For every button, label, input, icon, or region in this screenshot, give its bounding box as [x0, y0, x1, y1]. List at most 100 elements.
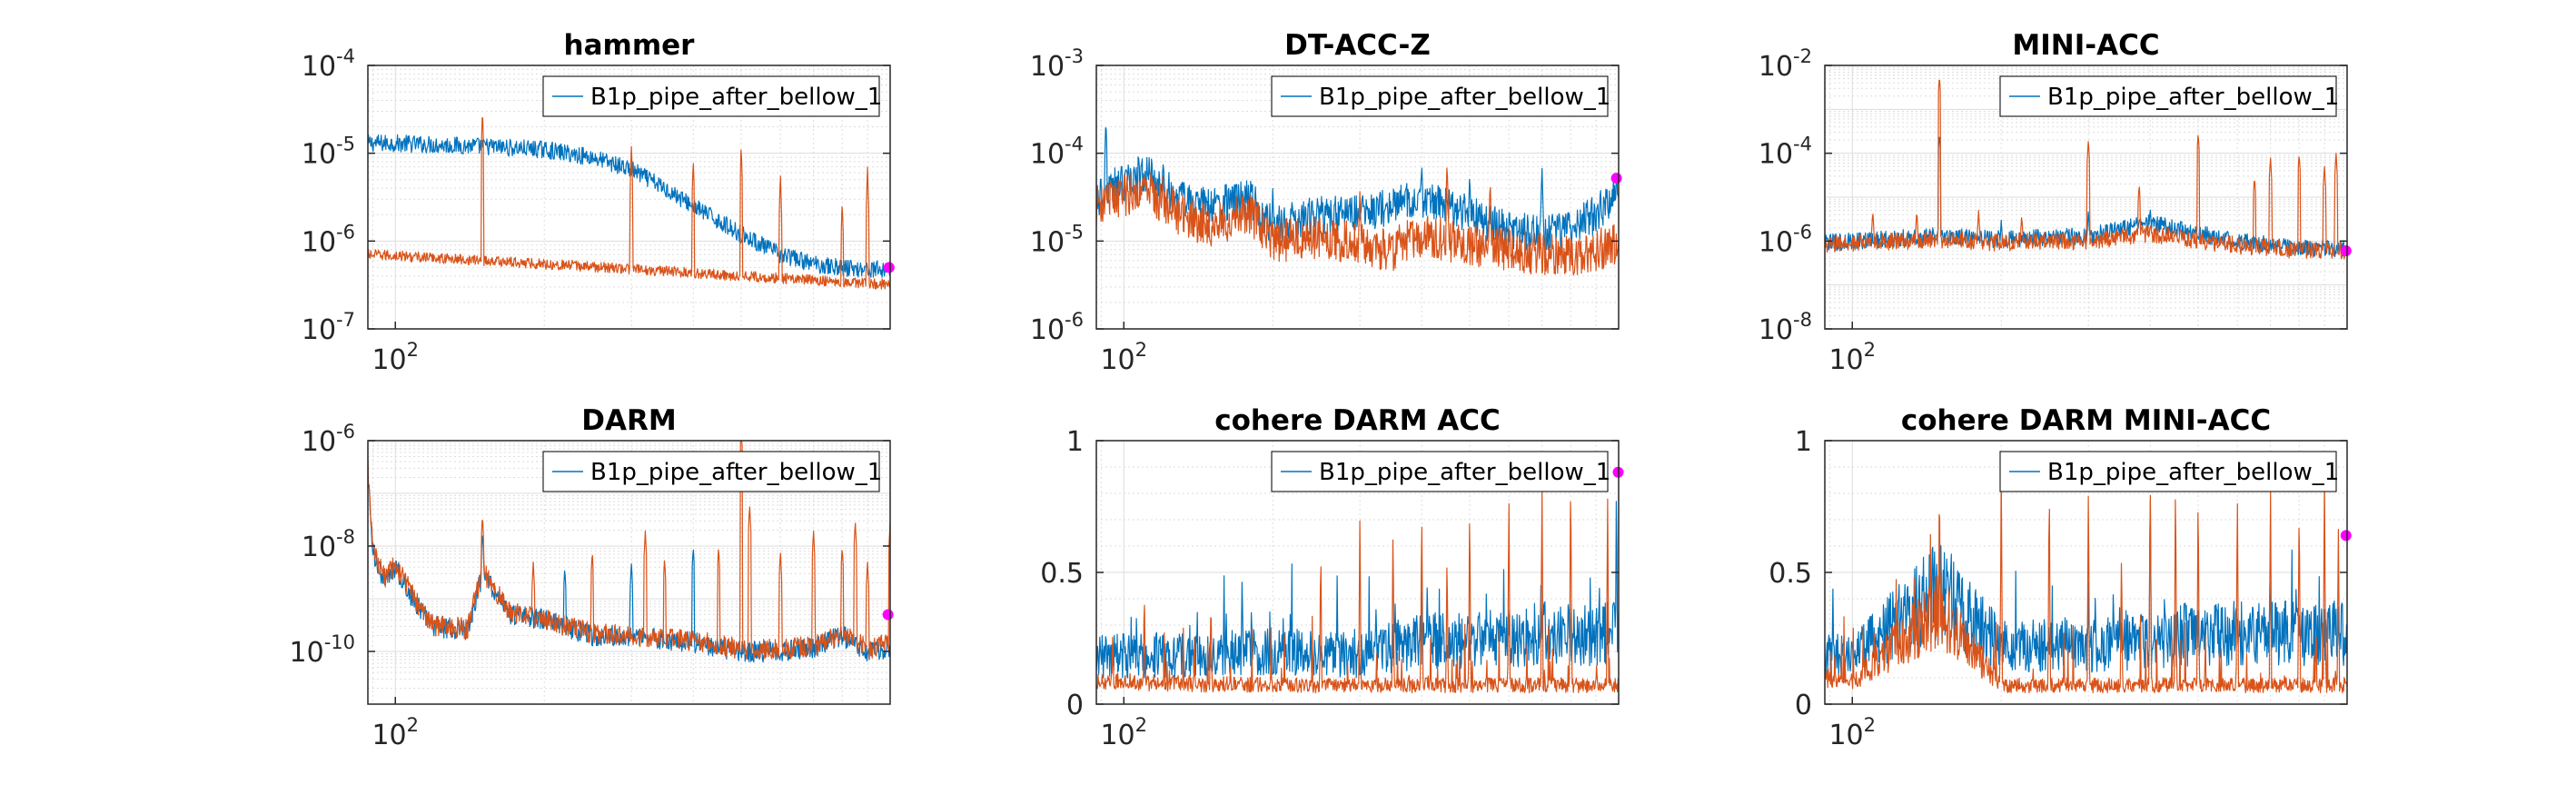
- y-tick-label: 0: [1066, 690, 1084, 721]
- chart-title: DT-ACC-Z: [1284, 29, 1431, 62]
- legend-box: [1999, 75, 2337, 117]
- y-tick-label-exp: -6: [336, 221, 355, 243]
- chart-title: DARM: [581, 404, 676, 437]
- y-tick-label-base: 10: [1030, 51, 1065, 83]
- y-tick-label-exp: -7: [336, 309, 355, 331]
- x-tick-label: 102: [1828, 339, 1876, 376]
- y-tick-label: 10-4: [1030, 134, 1084, 171]
- x-tick-label-exp: 2: [407, 339, 419, 361]
- grid: [1825, 65, 2348, 330]
- y-tick-label: 10-5: [1030, 221, 1084, 258]
- series-line-2: [1096, 167, 1619, 276]
- legend-label: B1p_pipe_after_bellow_1: [2047, 84, 2339, 111]
- x-tick-label-base: 10: [372, 720, 406, 751]
- y-tick-label: 10-3: [1030, 45, 1084, 83]
- chart-panel-6: 0 0.5 1 102 cohere DARM MINI-ACC B1p_pipe_aft…: [1769, 404, 2352, 751]
- y-tick-label: 10-6: [1030, 309, 1084, 346]
- series-line-1: [1825, 499, 2347, 677]
- y-tick-label-exp: -8: [1793, 309, 1812, 331]
- y-tick-label-exp: -10: [324, 631, 355, 653]
- series-group: [1825, 468, 2347, 694]
- marker-point: [1610, 173, 1622, 184]
- y-tick-label-base: 10: [1030, 226, 1065, 258]
- x-tick-label-base: 10: [372, 344, 406, 376]
- legend-box: [542, 75, 880, 117]
- marker-point: [883, 262, 895, 273]
- legend-box: [1271, 75, 1609, 117]
- y-tick-label-base: 10: [1759, 139, 1793, 171]
- legend: B1p_pipe_after_bellow_1: [1999, 451, 2339, 492]
- series-line-2: [1825, 79, 2347, 260]
- y-tick-label-exp: -4: [336, 45, 355, 67]
- y-tick-label-exp: -4: [1793, 134, 1812, 155]
- y-tick-label-base: 10: [302, 226, 336, 258]
- x-tick-label: 102: [1828, 714, 1876, 751]
- legend: B1p_pipe_after_bellow_1: [1999, 75, 2339, 117]
- legend-label: B1p_pipe_after_bellow_1: [590, 459, 882, 486]
- axes-box: [367, 440, 891, 705]
- legend-label: B1p_pipe_after_bellow_1: [2047, 459, 2339, 486]
- y-tick-label: 10-6: [302, 221, 355, 258]
- x-tick-label: 102: [372, 714, 419, 751]
- y-tick-label: 10-4: [302, 45, 355, 83]
- marker-point: [2340, 530, 2352, 542]
- legend-label: B1p_pipe_after_bellow_1: [590, 84, 882, 111]
- axes-box: [1095, 65, 1620, 330]
- marker-point: [882, 609, 894, 621]
- y-tick-label-base: 10: [302, 51, 336, 83]
- x-tick-label-base: 10: [1100, 720, 1134, 751]
- chart-panel-2: 10-610-510-410-3102DT-ACC-ZB1p_pipe_afte…: [1030, 29, 1622, 376]
- y-tick-label-exp: -6: [1065, 309, 1084, 331]
- series-line-2: [368, 441, 890, 661]
- y-tick-label: 10-6: [302, 421, 355, 458]
- legend-box: [1271, 451, 1609, 492]
- y-tick-label-base: 10: [302, 532, 336, 563]
- chart-title: cohere DARM ACC: [1214, 404, 1501, 437]
- y-tick-label: 10-8: [1759, 309, 1812, 346]
- x-tick-label-exp: 2: [1135, 339, 1147, 361]
- legend: B1p_pipe_after_bellow_1: [1271, 451, 1610, 492]
- series-group: [1096, 487, 1619, 694]
- y-tick-label: 10-6: [1759, 221, 1812, 258]
- y-tick-label-base: 10: [1759, 51, 1793, 83]
- y-tick-label-base: 10: [290, 637, 324, 669]
- x-tick-label-exp: 2: [1135, 714, 1147, 736]
- series-line-2: [368, 116, 890, 290]
- y-tick-label-base: 10: [302, 139, 336, 171]
- y-tick-label-exp: -5: [336, 134, 355, 155]
- series-group: [368, 116, 890, 290]
- x-tick-label-base: 10: [1100, 344, 1134, 376]
- y-tick-label: 0: [1795, 690, 1812, 721]
- chart-panel-1: 10-710-610-510-4102hammerB1p_pipe_after_…: [302, 29, 895, 376]
- y-tick-label-base: 10: [1759, 226, 1793, 258]
- y-tick-label-exp: -5: [1065, 221, 1084, 243]
- x-tick-label-exp: 2: [1864, 339, 1876, 361]
- y-tick-label-base: 10: [1030, 314, 1065, 346]
- y-tick-label: 10-4: [1759, 134, 1812, 171]
- y-tick-label: 10-5: [302, 134, 355, 171]
- y-tick-label-base: 10: [302, 426, 336, 458]
- legend: B1p_pipe_after_bellow_1: [1271, 75, 1610, 117]
- y-tick-label-exp: -6: [336, 421, 355, 442]
- chart-panel-5: 0 0.5 1 102 cohere DARM ACC B1p_pipe_after_be…: [1040, 404, 1624, 751]
- y-tick-label-base: 10: [1759, 314, 1793, 346]
- y-tick-label: 0.5: [1040, 558, 1084, 590]
- x-tick-label: 102: [1100, 339, 1147, 376]
- y-tick-label: 10-8: [302, 526, 355, 563]
- series-line-1: [368, 134, 890, 278]
- y-tick-label-exp: -8: [336, 526, 355, 548]
- chart-title: cohere DARM MINI-ACC: [1901, 404, 2271, 437]
- y-tick-label: 1: [1066, 426, 1084, 458]
- y-tick-label-exp: -6: [1793, 221, 1812, 243]
- y-tick-label-exp: -2: [1793, 45, 1812, 67]
- axes-box: [367, 65, 891, 330]
- y-tick-label-exp: -4: [1065, 134, 1084, 155]
- y-tick-label: 10-2: [1759, 45, 1812, 83]
- series-group: [368, 441, 890, 663]
- marker-point: [2340, 245, 2352, 257]
- x-tick-label-exp: 2: [1864, 714, 1876, 736]
- chart-panel-4: 10-1010-810-6102DARMB1p_pipe_after_bello…: [290, 404, 894, 751]
- x-tick-label: 102: [1100, 714, 1147, 751]
- series-line-2: [1825, 468, 2347, 694]
